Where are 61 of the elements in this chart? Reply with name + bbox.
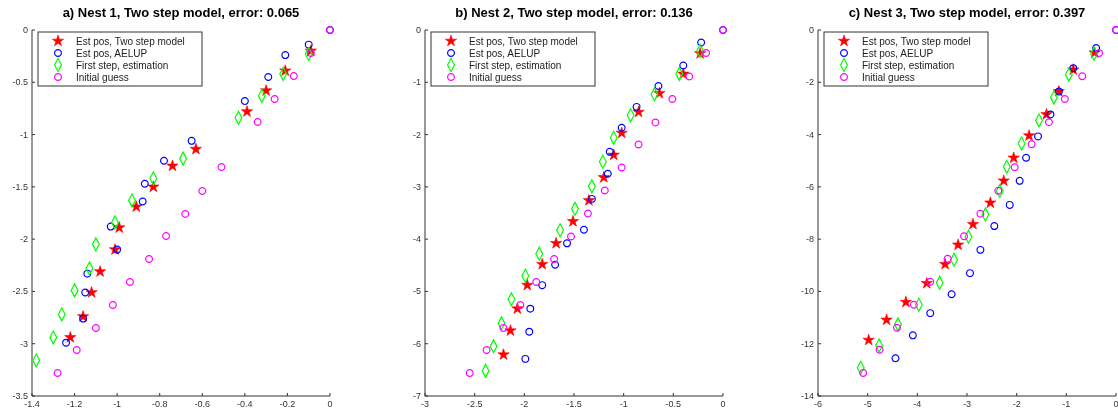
x-tick-label: -2 bbox=[520, 399, 529, 409]
y-tick-label: 0 bbox=[808, 25, 814, 35]
x-tick-label: 0 bbox=[327, 399, 333, 409]
y-tick-label: -7 bbox=[412, 391, 421, 401]
x-tick-label: -4 bbox=[913, 399, 922, 409]
legend-label: Est pos, Two step model bbox=[469, 36, 578, 47]
y-tick-label: 0 bbox=[22, 25, 28, 35]
y-tick-label: -3.5 bbox=[12, 391, 28, 401]
chart-title: c) Nest 3, Two step model, error: 0.397 bbox=[848, 5, 1086, 20]
x-tick-label: -1.2 bbox=[66, 399, 83, 409]
chart-title: b) Nest 2, Two step model, error: 0.136 bbox=[455, 5, 693, 20]
legend-label: Est pos, AELUP bbox=[469, 48, 541, 59]
legend-label: Initial guess bbox=[862, 72, 915, 83]
y-tick-label: -12 bbox=[800, 338, 814, 349]
y-tick-label: 0 bbox=[415, 25, 421, 35]
y-tick-label: -6 bbox=[805, 181, 814, 192]
x-tick-label: 0 bbox=[1113, 399, 1118, 409]
x-tick-label: -1.5 bbox=[566, 399, 582, 409]
y-tick-label: -4 bbox=[412, 234, 421, 245]
x-tick-label: -2.5 bbox=[466, 399, 483, 409]
y-tick-label: -1.5 bbox=[12, 181, 28, 192]
x-tick-label: -0.2 bbox=[279, 399, 296, 409]
x-tick-label: -0.4 bbox=[237, 399, 253, 409]
y-tick-label: -14 bbox=[800, 391, 814, 401]
y-tick-label: -6 bbox=[412, 338, 421, 349]
y-tick-label: -8 bbox=[805, 234, 814, 245]
x-tick-label: -6 bbox=[813, 399, 823, 409]
y-tick-label: -4 bbox=[805, 129, 814, 140]
legend-label: Est pos, AELUP bbox=[862, 48, 934, 59]
legend-label: Initial guess bbox=[469, 72, 522, 83]
y-tick-label: -3 bbox=[412, 181, 421, 192]
y-tick-label: -0.5 bbox=[12, 77, 28, 88]
x-tick-label: -3 bbox=[420, 399, 430, 409]
x-tick-label: -3 bbox=[962, 399, 972, 409]
y-tick-label: -2 bbox=[412, 129, 421, 140]
x-tick-label: -1 bbox=[619, 399, 628, 409]
x-tick-label: -0.5 bbox=[665, 399, 682, 409]
legend-label: Initial guess bbox=[76, 72, 129, 83]
y-tick-label: -10 bbox=[800, 286, 814, 297]
x-tick-label: -1.4 bbox=[24, 399, 40, 409]
x-tick-label: -1 bbox=[1062, 399, 1071, 409]
legend-label: Est pos, Two step model bbox=[76, 36, 185, 47]
y-tick-label: -5 bbox=[412, 286, 421, 297]
legend-label: First step, estimation bbox=[76, 60, 169, 71]
x-tick-label: 0 bbox=[720, 399, 726, 409]
x-tick-label: -0.6 bbox=[194, 399, 211, 409]
x-tick-label: -2 bbox=[1012, 399, 1021, 409]
legend-label: Est pos, Two step model bbox=[862, 36, 971, 47]
x-tick-label: -0.8 bbox=[151, 399, 168, 409]
chart-title: a) Nest 1, Two step model, error: 0.065 bbox=[62, 5, 300, 20]
legend-label: Est pos, AELUP bbox=[76, 48, 148, 59]
y-tick-label: -2.5 bbox=[12, 286, 28, 297]
legend-label: First step, estimation bbox=[469, 60, 562, 71]
y-tick-label: -2 bbox=[19, 234, 28, 245]
y-tick-label: -1 bbox=[19, 129, 28, 140]
legend-label: First step, estimation bbox=[862, 60, 955, 71]
x-tick-label: -5 bbox=[863, 399, 872, 409]
y-tick-label: -3 bbox=[19, 338, 28, 349]
y-tick-label: -2 bbox=[805, 77, 814, 88]
x-tick-label: -1 bbox=[113, 399, 122, 409]
y-tick-label: -1 bbox=[412, 77, 421, 88]
